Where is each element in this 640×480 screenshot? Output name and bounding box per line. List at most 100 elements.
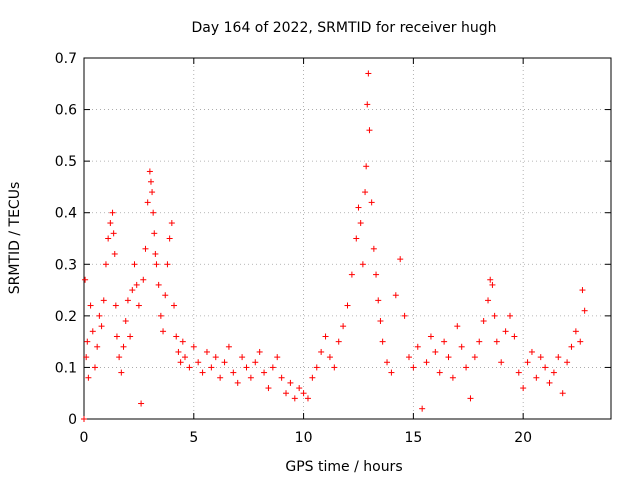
y-tick-label: 0.1 (55, 360, 77, 376)
x-tick-label: 5 (189, 430, 198, 446)
data-point (116, 354, 123, 361)
data-point (296, 385, 303, 392)
data-point (291, 395, 298, 402)
data-point (152, 250, 159, 257)
data-point (357, 220, 364, 227)
data-point (568, 343, 575, 350)
data-point (555, 354, 562, 361)
data-point (392, 292, 399, 299)
data-point (230, 369, 237, 376)
data-point (537, 354, 544, 361)
data-point (326, 354, 333, 361)
data-point (252, 359, 259, 366)
data-point (581, 307, 588, 314)
data-point (480, 318, 487, 325)
data-point (243, 364, 250, 371)
data-point (344, 302, 351, 309)
y-tick-label: 0.7 (55, 51, 77, 67)
data-point (362, 189, 369, 196)
data-point (564, 359, 571, 366)
data-point (445, 354, 452, 361)
data-point (107, 220, 114, 227)
data-point (127, 333, 134, 340)
data-point (144, 199, 151, 206)
data-point (203, 348, 210, 355)
data-point (491, 312, 498, 319)
data-point (179, 338, 186, 345)
data-point (105, 235, 112, 242)
data-point (162, 292, 169, 299)
data-point (96, 312, 103, 319)
data-point (419, 405, 426, 412)
data-point (247, 374, 254, 381)
data-point (110, 230, 117, 237)
data-point (173, 333, 180, 340)
data-point (331, 364, 338, 371)
data-point (138, 400, 145, 407)
data-point (364, 101, 371, 108)
y-tick-label: 0.6 (55, 103, 77, 119)
data-point (441, 338, 448, 345)
data-point (160, 328, 167, 335)
data-point (377, 318, 384, 325)
data-point (269, 364, 276, 371)
data-point (113, 333, 120, 340)
data-point (83, 354, 90, 361)
data-point (102, 261, 109, 268)
data-point (111, 250, 118, 257)
data-point (318, 348, 325, 355)
data-point (212, 354, 219, 361)
data-point (118, 369, 125, 376)
data-point (153, 261, 160, 268)
data-point (427, 333, 434, 340)
data-point (85, 374, 92, 381)
data-point (140, 276, 147, 283)
plot-frame (83, 57, 612, 420)
data-point (579, 287, 586, 294)
data-point (133, 281, 140, 288)
data-point (112, 302, 119, 309)
data-point (171, 302, 178, 309)
data-point (84, 338, 91, 345)
data-point (498, 359, 505, 366)
data-point (379, 338, 386, 345)
data-point (368, 199, 375, 206)
data-point (283, 390, 290, 397)
data-point (239, 354, 246, 361)
x-axis-label: GPS time / hours (285, 459, 402, 475)
data-point (542, 364, 549, 371)
data-point (147, 178, 154, 185)
data-point (401, 312, 408, 319)
data-point (489, 281, 496, 288)
data-point (87, 302, 94, 309)
data-point (100, 297, 107, 304)
data-point (208, 364, 215, 371)
data-point (256, 348, 263, 355)
data-point (122, 318, 129, 325)
data-point (261, 369, 268, 376)
data-point (300, 390, 307, 397)
data-point (287, 379, 294, 386)
data-point (520, 385, 527, 392)
data-point (454, 323, 461, 330)
data-point (234, 379, 241, 386)
x-tick-label: 10 (295, 430, 313, 446)
data-point (370, 245, 377, 252)
data-point (449, 374, 456, 381)
data-point (485, 297, 492, 304)
data-point (109, 209, 116, 216)
data-point (471, 354, 478, 361)
data-point (388, 369, 395, 376)
data-point (410, 364, 417, 371)
data-point (313, 364, 320, 371)
data-point (533, 374, 540, 381)
data-point (82, 276, 89, 283)
data-point (278, 374, 285, 381)
data-point (274, 354, 281, 361)
y-tick-label: 0.2 (55, 309, 77, 325)
data-point (414, 343, 421, 350)
data-point (355, 204, 362, 211)
data-point (528, 348, 535, 355)
